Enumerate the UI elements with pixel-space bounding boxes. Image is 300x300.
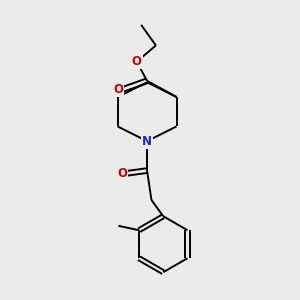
Text: O: O bbox=[132, 55, 142, 68]
Text: O: O bbox=[113, 83, 124, 96]
Text: N: N bbox=[142, 135, 152, 148]
Text: O: O bbox=[117, 167, 127, 180]
